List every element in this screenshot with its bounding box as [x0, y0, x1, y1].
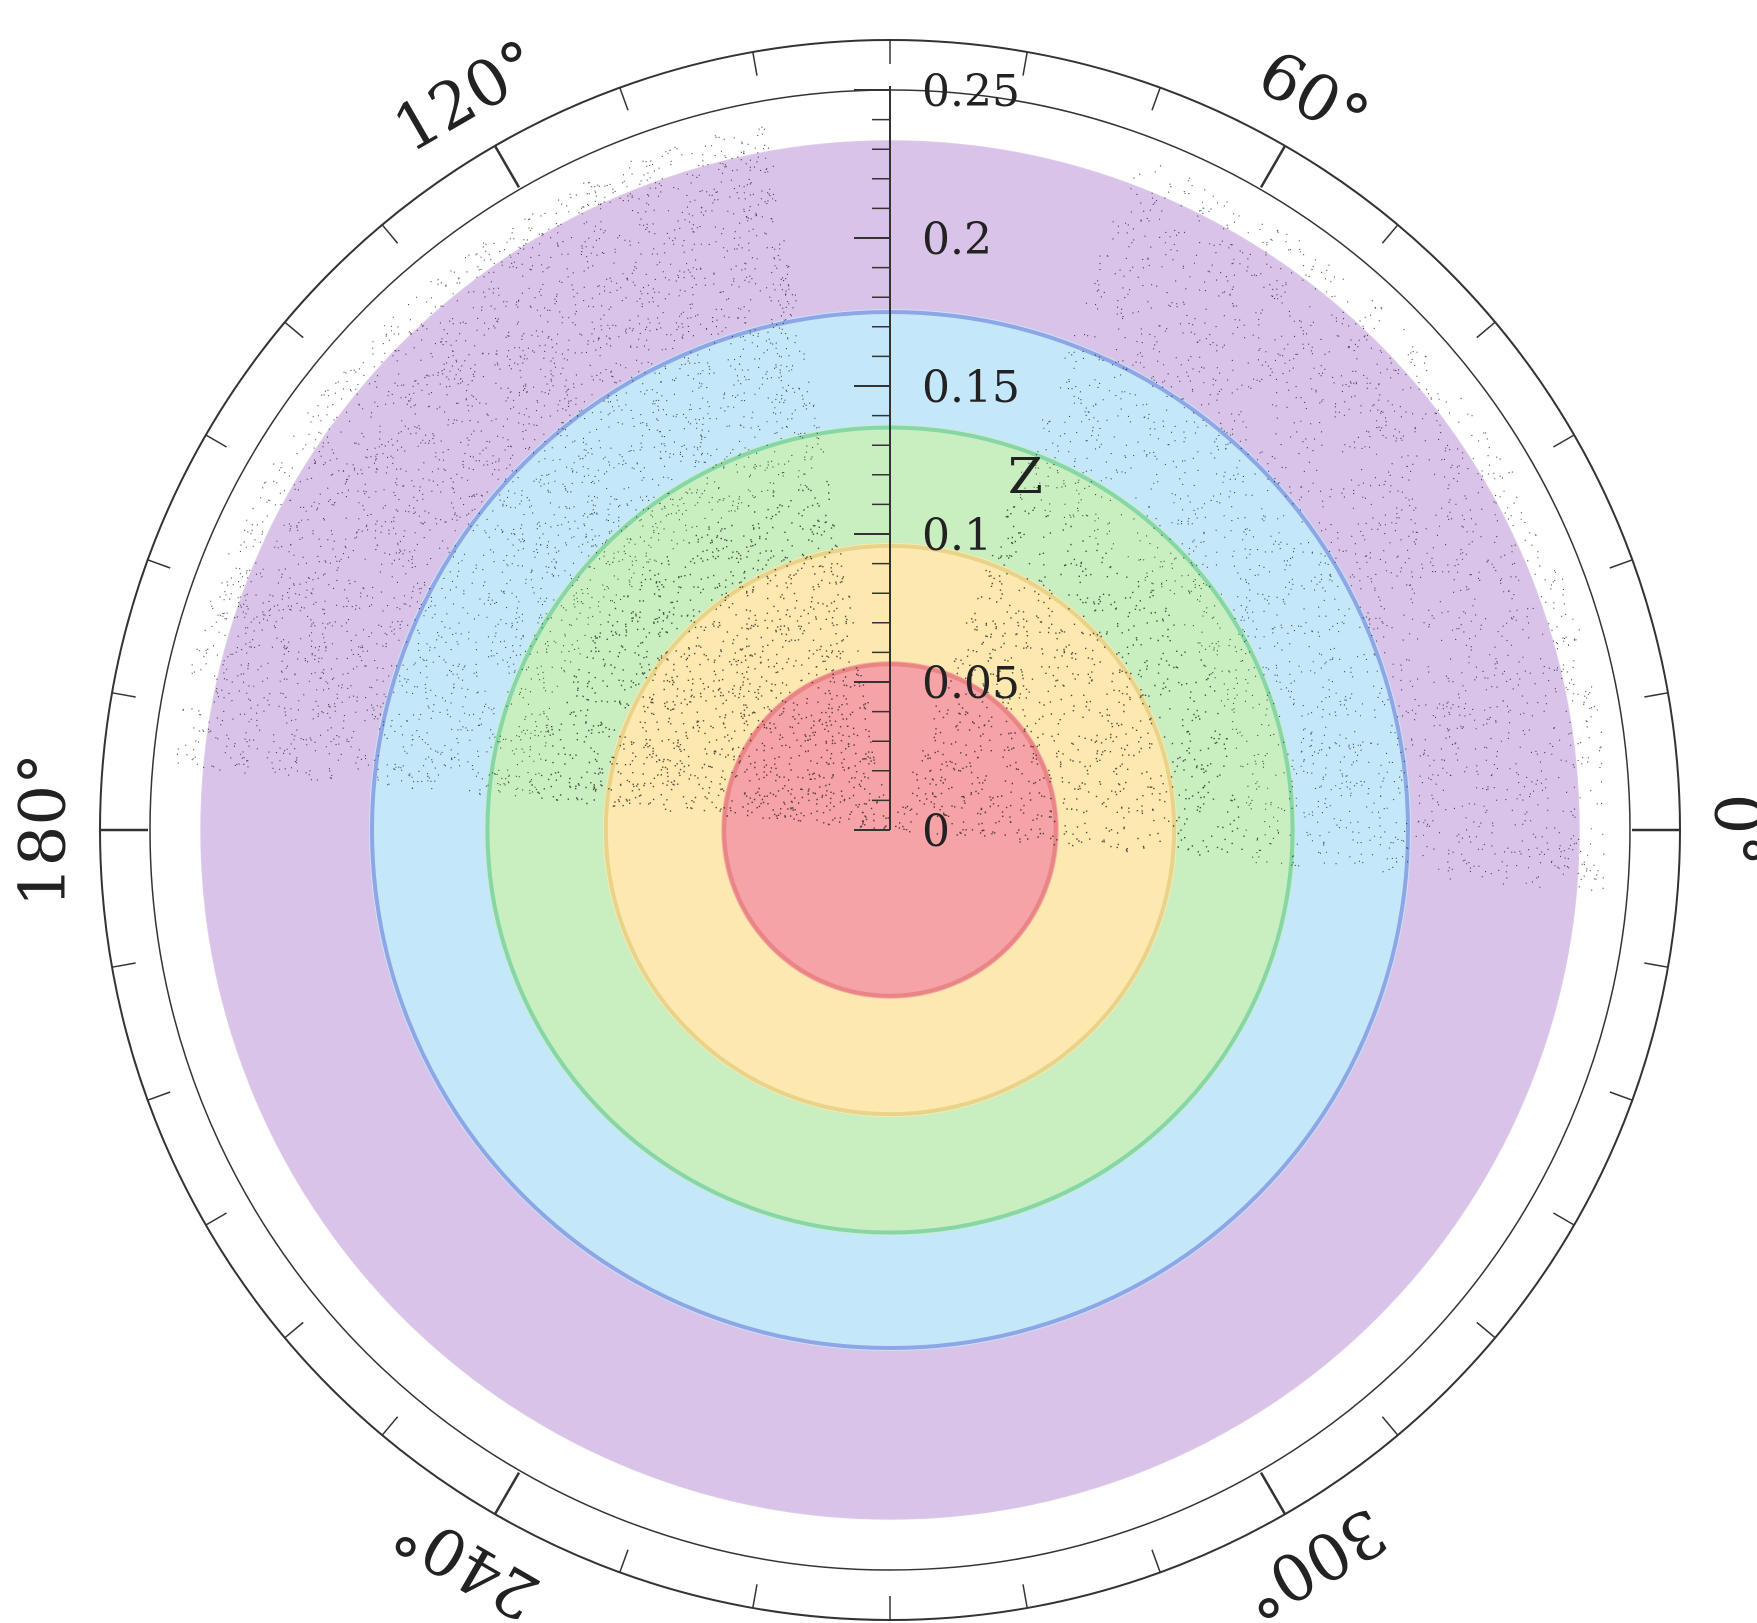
angle-minor-tick: [1476, 321, 1496, 339]
angle-label-0: 0°: [1700, 794, 1757, 867]
angle-minor-tick: [752, 51, 758, 76]
angle-minor-tick: [381, 1416, 399, 1436]
angle-minor-tick: [1609, 1091, 1633, 1101]
angle-minor-tick: [147, 1091, 171, 1101]
angle-minor-tick: [619, 1549, 629, 1573]
radial-axis: 0 0.05 0.1 0.15 0.2 0.25 Z: [854, 66, 1043, 857]
angle-minor-tick: [1381, 224, 1399, 244]
angle-minor-tick: [1609, 559, 1633, 569]
angle-minor-tick: [284, 321, 304, 339]
angle-label-240: 240°: [381, 1493, 552, 1623]
angle-minor-tick: [752, 1584, 758, 1609]
radial-tick-label: 0: [922, 806, 950, 857]
angle-minor-tick: [619, 87, 629, 111]
radial-tick-label: 0.2: [922, 214, 992, 265]
angle-minor-tick: [111, 692, 136, 698]
angle-major-tick: [493, 1471, 521, 1515]
angle-label-180: 180°: [7, 753, 81, 907]
angle-minor-tick: [205, 434, 227, 448]
angle-minor-tick: [284, 1321, 304, 1339]
angle-minor-tick: [1022, 51, 1028, 76]
radial-tick-label: 0.25: [922, 66, 1020, 117]
angle-minor-tick: [1022, 1584, 1028, 1609]
angle-minor-tick: [1644, 692, 1669, 698]
angle-major-tick: [493, 145, 521, 189]
angle-label-300: 300°: [1228, 1493, 1399, 1623]
angle-minor-tick: [381, 224, 399, 244]
angle-minor-tick: [1644, 962, 1669, 968]
radial-axis-label: Z: [1008, 447, 1043, 505]
radial-tick-label: 0.05: [922, 658, 1020, 709]
angle-minor-tick: [1381, 1416, 1399, 1436]
angle-minor-tick: [1151, 1549, 1161, 1573]
angle-minor-tick: [205, 1212, 227, 1226]
angle-minor-tick: [1553, 1212, 1575, 1226]
radial-tick-label: 0.1: [922, 510, 992, 561]
angle-label-120: 120°: [381, 26, 552, 167]
angle-major-tick: [1259, 1471, 1287, 1515]
angle-major-tick: [1259, 145, 1287, 189]
angle-minor-tick: [1553, 434, 1575, 448]
angle-minor-tick: [147, 559, 171, 569]
angle-minor-tick: [111, 962, 136, 968]
angle-minor-tick: [1476, 1321, 1496, 1339]
radial-tick-label: 0.15: [922, 362, 1020, 413]
angle-minor-tick: [1151, 87, 1161, 111]
angle-label-60: 60°: [1246, 37, 1381, 158]
